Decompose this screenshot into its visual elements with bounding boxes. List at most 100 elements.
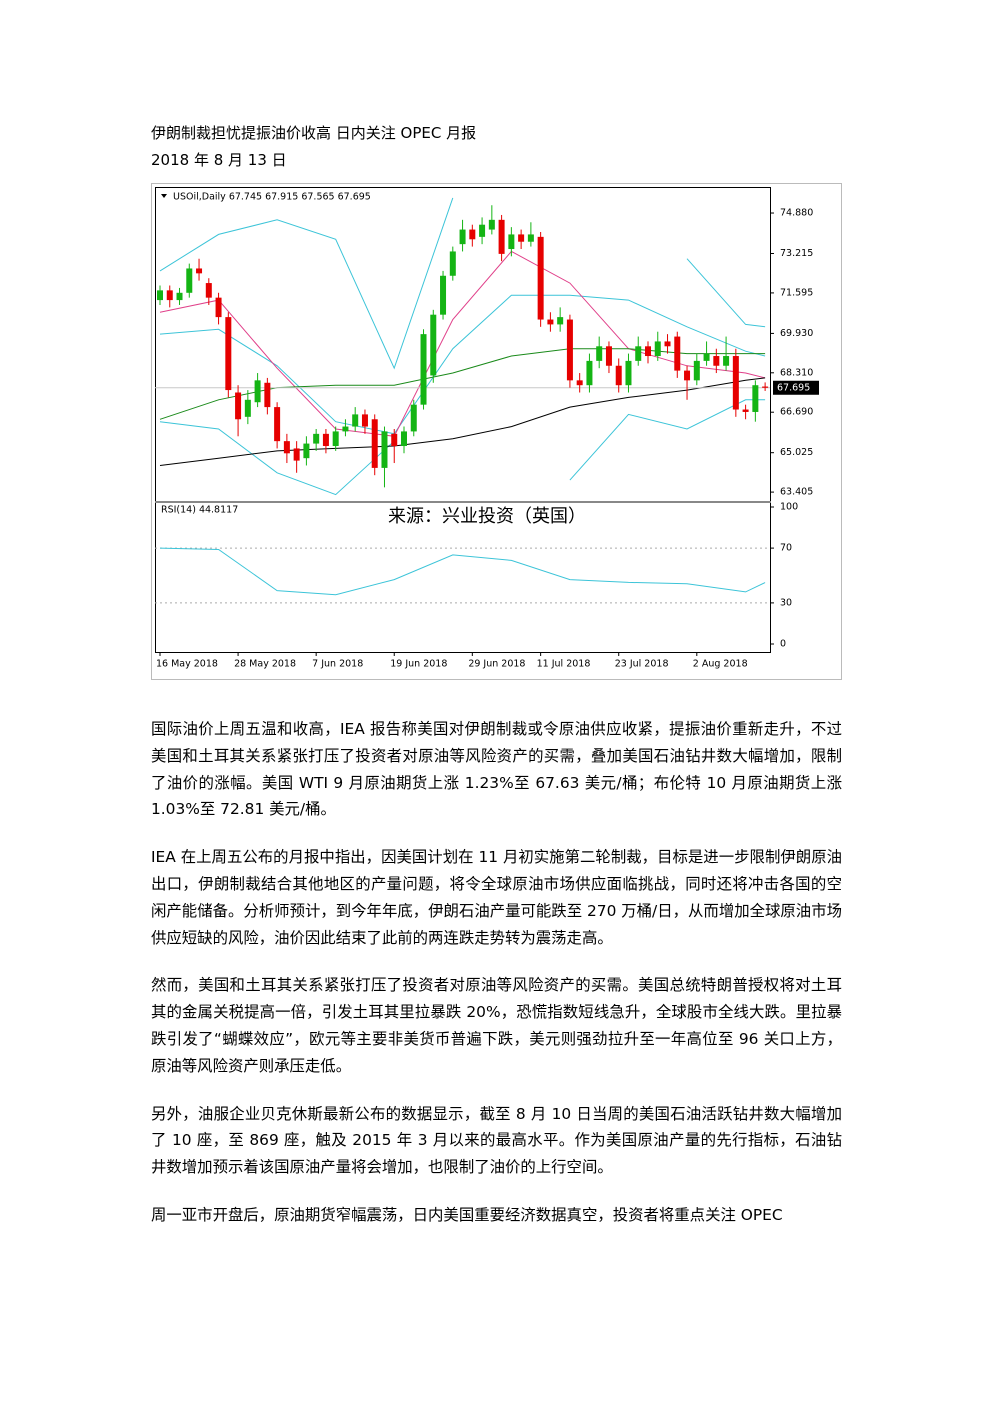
x-tick-label: 23 Jul 2018 [615, 659, 669, 670]
candle-body [508, 234, 515, 250]
candle-body [264, 382, 271, 408]
candle-body [166, 290, 173, 301]
y-tick-label: 71.595 [780, 287, 813, 298]
candle-body [635, 346, 642, 361]
candle-body [625, 360, 632, 386]
rsi-tick-label: 30 [780, 597, 792, 608]
candle-body [196, 268, 203, 274]
y-tick-label: 69.930 [780, 328, 813, 339]
candle-body [322, 433, 329, 447]
candle-body [186, 268, 193, 293]
candle-body [557, 317, 564, 325]
candle-body [615, 365, 622, 386]
candle-body [225, 317, 232, 391]
candle-body [244, 399, 251, 417]
x-tick-label: 19 Jun 2018 [390, 659, 447, 670]
candle-body [723, 356, 730, 366]
candle-body [742, 409, 749, 412]
candle-body [381, 431, 388, 468]
chart: USOil,Daily 67.745 67.915 67.565 67.695 … [151, 183, 842, 680]
candle-body [527, 234, 534, 242]
candle-body [469, 229, 476, 240]
candle-body [440, 275, 447, 315]
candle-body [576, 380, 583, 386]
candle-body [313, 433, 320, 444]
y-tick-label: 63.405 [780, 487, 813, 498]
candle-body [391, 433, 398, 447]
candle-body [342, 426, 349, 432]
candle-body [664, 341, 671, 347]
indicator-line [159, 294, 766, 435]
paragraph: IEA 在上周五公布的月报中指出，因美国计划在 11 月初实施第二轮制裁，目标是… [151, 848, 842, 947]
candle-body [430, 314, 437, 376]
candle-body [274, 407, 281, 442]
y-tick-label: 66.690 [780, 407, 813, 418]
chart-frame [151, 183, 842, 680]
candle-body [498, 219, 505, 254]
current-price-box [773, 380, 819, 395]
candle-body [283, 441, 290, 454]
candle-body [352, 414, 359, 427]
x-tick-label: 7 Jun 2018 [312, 659, 363, 670]
rsi-tick-label: 100 [780, 502, 798, 513]
candle-body [674, 336, 681, 371]
candle-body [645, 346, 651, 357]
candle-body [215, 297, 222, 318]
candle-body [176, 292, 183, 301]
rsi-tick-label: 0 [780, 639, 786, 650]
current-price-label: 67.695 [777, 382, 810, 393]
candle-body [752, 385, 759, 412]
indicator-line [159, 399, 766, 496]
x-tick-label: 11 Jul 2018 [537, 659, 591, 670]
candle-body [518, 234, 525, 242]
x-tick-label: 2 Aug 2018 [693, 659, 748, 670]
candle-body [254, 380, 261, 403]
candle-body [332, 431, 339, 447]
candle-body [654, 341, 661, 357]
candle-body [459, 229, 466, 245]
rsi-label: RSI(14) 44.8117 [161, 505, 238, 516]
paragraph: 国际油价上周五温和收高，IEA 报告称美国对伊朗制裁或令原油供应收紧，提振油价重… [151, 720, 842, 819]
y-tick-label: 73.215 [780, 248, 813, 259]
paragraph: 周一亚市开盘后，原油期货窄幅震荡，日内美国重要经济数据真空，投资者将重点关注 O… [151, 1205, 783, 1224]
body-text: 国际油价上周五温和收高，IEA 报告称美国对伊朗制裁或令原油供应收紧，提振油价重… [151, 716, 842, 1250]
indicator-line [159, 197, 766, 370]
watermark: 来源：兴业投资（英国） [388, 506, 586, 527]
candle-body [235, 392, 242, 420]
paragraph: 然而，美国和土耳其关系紧张打压了投资者对原油等风险资产的买需。美国总统特朗普授权… [151, 976, 842, 1075]
paragraph: 另外，油服企业贝克休斯最新公布的数据显示，截至 8 月 10 日当周的美国石油活… [151, 1104, 842, 1177]
candle-body [693, 360, 700, 381]
candle-body [586, 360, 593, 386]
candle-body [361, 414, 368, 427]
candle-body [205, 283, 212, 298]
plot-frame [155, 187, 771, 653]
doc-date: 2018 年 8 月 13 日 [151, 151, 287, 169]
candle-body [762, 386, 769, 388]
candle-body [547, 319, 554, 325]
candle-body [488, 219, 495, 230]
rsi-line [159, 547, 766, 596]
symbol-label: USOil,Daily 67.745 67.915 67.565 67.695 [173, 192, 371, 203]
x-tick-label: 29 Jun 2018 [468, 659, 525, 670]
candle-body [401, 431, 407, 447]
candle-body [157, 290, 163, 301]
y-tick-label: 68.310 [780, 367, 813, 378]
candle-body [303, 443, 310, 459]
candle-body [703, 353, 710, 361]
candle-body [732, 356, 739, 410]
indicator-line [159, 377, 766, 466]
candle-body [449, 251, 456, 276]
x-tick-label: 16 May 2018 [156, 659, 218, 670]
candle-body [566, 319, 573, 381]
candle-body [605, 346, 612, 366]
rsi-tick-label: 70 [780, 543, 792, 554]
x-tick-label: 28 May 2018 [234, 659, 296, 670]
candle-body [684, 370, 691, 381]
candle-body [420, 334, 427, 405]
candle-body [596, 346, 603, 361]
candle-body [293, 448, 300, 461]
candle-body [479, 224, 486, 237]
symbol-marker [161, 194, 167, 198]
candle-body [410, 404, 417, 432]
